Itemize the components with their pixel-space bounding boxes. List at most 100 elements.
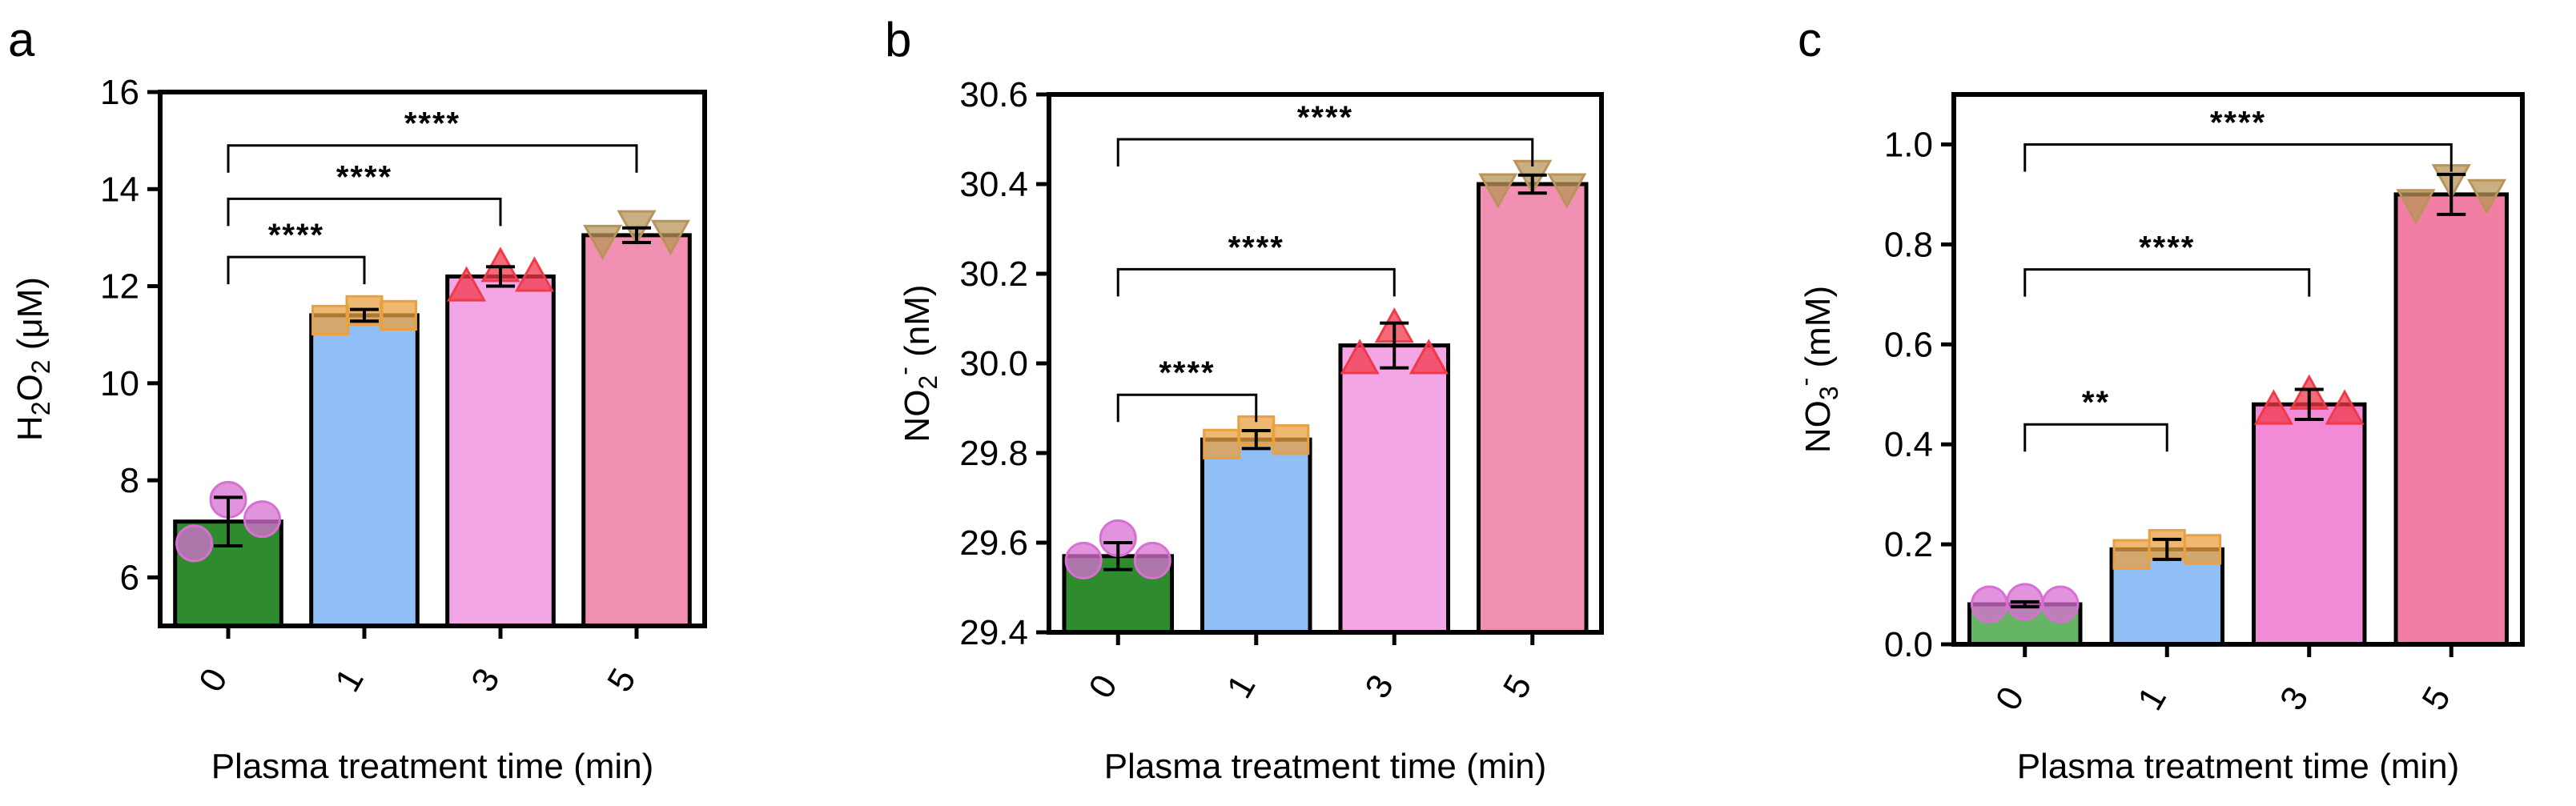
x-axis-title: Plasma treatment time (min) (211, 747, 654, 786)
bar-5 (2393, 192, 2509, 647)
y-title-main2: O (10, 374, 50, 401)
data-point-1 (2184, 534, 2222, 565)
y-tick-label: 0.0 (1884, 625, 1933, 664)
y-tick-label: 30.4 (959, 165, 1028, 204)
significance-bracket (2023, 423, 2168, 452)
bar-3 (2252, 402, 2367, 647)
significance-bracket (2023, 142, 2453, 172)
data-point-5 (2467, 178, 2507, 215)
x-tick-label: 3 (464, 662, 508, 699)
y-tick-label: 30.6 (959, 75, 1028, 114)
bar-3 (1338, 343, 1451, 635)
bar-3 (445, 274, 556, 628)
x-tick-label: 1 (2130, 680, 2174, 717)
data-point-0 (1064, 541, 1103, 579)
significance-bracket (2023, 268, 2311, 297)
data-point-3 (514, 256, 554, 292)
y-title-unit: (mM) (1798, 286, 1838, 378)
significance-bracket (227, 197, 502, 227)
panel-letter: c (1798, 13, 1822, 66)
panel-letter: b (885, 13, 911, 66)
data-point-0 (175, 524, 214, 563)
significance-bracket (1116, 393, 1258, 423)
y-axis-title: NO3- (mM) (1790, 286, 1843, 453)
y-title-sub2: 2 (26, 359, 55, 374)
y-title-main: H (10, 415, 50, 441)
bar-5 (581, 233, 692, 628)
data-point-3 (1340, 339, 1380, 375)
y-tick-label: 29.6 (959, 523, 1028, 563)
bar-1 (309, 313, 420, 628)
significance-bracket (227, 255, 366, 285)
significance-label: **** (1297, 100, 1353, 135)
data-point-3 (2325, 389, 2365, 425)
y-tick-label: 0.2 (1884, 525, 1933, 564)
data-point-5 (1547, 173, 1587, 209)
bar-5 (1476, 182, 1589, 635)
data-point-3 (2253, 389, 2293, 425)
x-tick-label: 5 (1496, 668, 1540, 705)
data-point-1 (2112, 539, 2151, 570)
y-axis-title: H2O2 (μM) (10, 277, 55, 441)
y-tick-label: 29.4 (959, 613, 1028, 652)
data-point-5 (650, 219, 690, 255)
x-axis-title: Plasma treatment time (min) (2017, 747, 2460, 786)
data-point-1 (1203, 428, 1241, 459)
y-tick-label: 30.0 (959, 344, 1028, 383)
x-tick-label: 1 (328, 662, 372, 699)
significance-bracket (227, 144, 638, 173)
x-tick-label: 3 (1357, 668, 1401, 705)
y-tick-label: 6 (120, 558, 139, 597)
significance-bracket (1116, 138, 1534, 166)
data-point-0 (243, 500, 281, 539)
significance-label: **** (2139, 231, 2195, 266)
plot-frame (158, 90, 707, 628)
panel-letter: a (8, 13, 35, 66)
significance-label: **** (268, 218, 324, 253)
data-point-5 (1478, 173, 1518, 209)
y-axis-title: NO2- (nM) (890, 284, 942, 442)
y-tick-label: 1.0 (1884, 125, 1933, 164)
y-title-sub: 2 (26, 402, 55, 416)
panel-c: c 0.0 0.2 0.4 0.6 0.8 1.0 0 1 3 5 Plasma treatment … (1790, 13, 2525, 786)
data-point-1 (311, 304, 350, 336)
significance-label: ** (2082, 385, 2110, 420)
significance-label: **** (2210, 105, 2266, 140)
y-title-sup: - (890, 367, 918, 375)
panel-a: a 6 8 10 12 14 16 0 1 3 5 Plasma treatment time (mi… (8, 13, 707, 786)
significance-label: **** (1159, 355, 1215, 391)
data-point-0 (1133, 541, 1171, 579)
y-title-sub: 3 (1814, 386, 1843, 400)
significance-label: **** (336, 159, 392, 194)
x-tick-label: 0 (1081, 668, 1125, 705)
y-title-sup: - (1790, 378, 1819, 387)
x-axis-title: Plasma treatment time (min) (1104, 747, 1547, 786)
y-tick-label: 14 (100, 170, 139, 209)
data-point-1 (379, 299, 417, 331)
y-title-unit: (nM) (898, 284, 937, 367)
x-tick-label: 0 (1988, 680, 2032, 717)
data-point-0 (1970, 585, 2008, 624)
x-tick-label: 5 (2414, 680, 2458, 717)
y-tick-label: 0.6 (1884, 325, 1933, 364)
significance-bracket (1116, 267, 1396, 297)
y-tick-label: 0.4 (1884, 425, 1933, 464)
y-title-main: NO (898, 390, 937, 443)
data-point-1 (1272, 424, 1310, 455)
y-title-main: NO (1798, 400, 1838, 453)
y-title-unit: (μM) (10, 277, 50, 360)
y-tick-label: 0.8 (1884, 225, 1933, 264)
data-point-5 (2396, 189, 2436, 225)
data-point-0 (2041, 585, 2080, 624)
y-tick-label: 30.2 (959, 255, 1028, 294)
significance-label: **** (1228, 230, 1284, 265)
plot-frame (1951, 92, 2525, 647)
y-tick-label: 16 (100, 73, 139, 112)
bar-1 (1200, 437, 1312, 635)
data-point-3 (447, 266, 487, 302)
y-tick-label: 8 (120, 461, 139, 500)
x-tick-label: 0 (191, 662, 235, 699)
y-tick-label: 10 (100, 364, 139, 403)
panel-b: b 29.4 29.6 29.8 30.0 30.2 30.4 30.6 0 1 3 5 Plasma … (885, 13, 1604, 786)
